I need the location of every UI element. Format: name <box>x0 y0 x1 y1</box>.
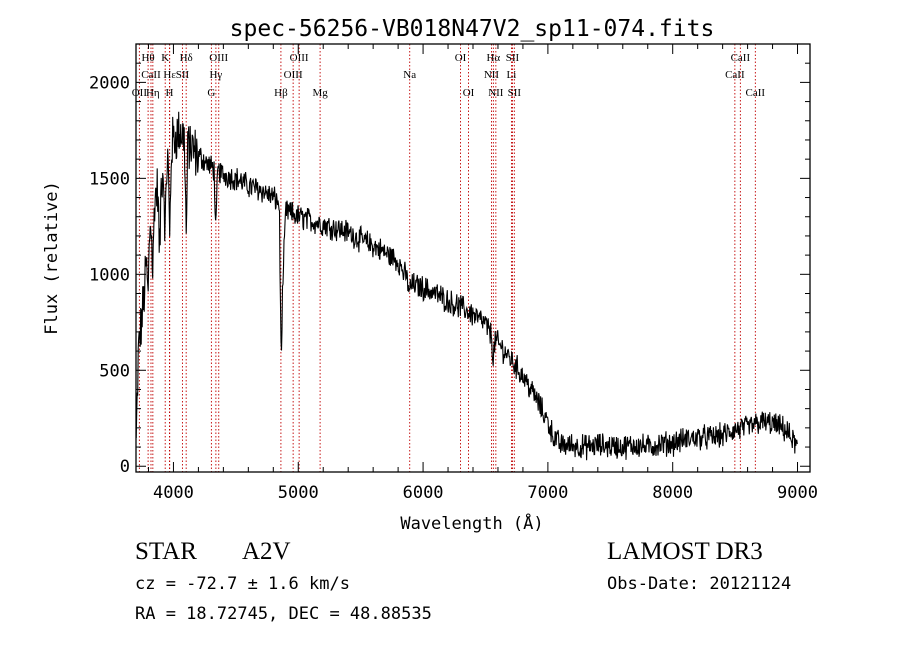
spectral-line-label: OI <box>455 52 467 64</box>
plot-frame <box>135 43 811 473</box>
x-tick-label: 9000 <box>777 483 818 503</box>
x-tick-label: 7000 <box>527 483 568 503</box>
spectral-line-label: CaII <box>141 69 161 81</box>
spectral-line-label: Na <box>403 69 416 81</box>
spectral-line-label: H <box>165 87 173 99</box>
spectral-line-label: OIII <box>209 52 228 64</box>
y-tick-label: 1000 <box>89 265 130 285</box>
spectral-line-label: Li <box>507 69 517 81</box>
spectral-line-label: OIII <box>290 52 309 64</box>
redshift-text: cz = -72.7 ± 1.6 km/s <box>135 574 350 594</box>
object-subclass: A2V <box>242 538 291 565</box>
spectral-line-label: Hγ <box>209 69 222 81</box>
spectrum-series-line <box>135 111 798 461</box>
spectral-line-label: SII <box>176 69 190 81</box>
axis-ticks: 4000 5000 6000 7000 8000 9000 0 500 1000 1500 2000 <box>89 44 818 503</box>
chart-title: spec-56256-VB018N47V2_sp11-074.fits <box>230 16 715 42</box>
coordinates-text: RA = 18.72745, DEC = 48.88535 <box>135 604 432 624</box>
spectral-line-label: Hε <box>163 69 176 81</box>
spectral-line-label: SII <box>506 52 520 64</box>
y-tick-label: 1500 <box>89 169 130 189</box>
spectral-line-label: CaII <box>731 52 751 64</box>
survey-name: LAMOST DR3 <box>607 538 763 565</box>
y-tick-label: 0 <box>120 457 130 477</box>
object-class: STAR <box>135 538 197 565</box>
x-axis-label: Wavelength (Å) <box>400 512 543 534</box>
y-tick-label: 500 <box>99 361 130 381</box>
spectral-line-label: K <box>161 52 169 64</box>
spectral-line-labels: OIIHθHηCaIIKHHεHδSIIGHγOIIIHβOIIIOIIIMgN… <box>132 52 766 99</box>
spectral-line-label: OIII <box>284 69 303 81</box>
spectral-line-markers <box>138 44 756 472</box>
y-tick-label: 2000 <box>89 73 130 93</box>
spectral-line-label: G <box>207 87 215 99</box>
spectral-line-label: NII <box>488 87 504 99</box>
spectral-line-label: CaII <box>725 69 745 81</box>
x-tick-label: 5000 <box>278 483 319 503</box>
x-tick-label: 8000 <box>652 483 693 503</box>
spectral-line-label: CaII <box>746 87 766 99</box>
obs-date: Obs-Date: 20121124 <box>607 574 792 594</box>
x-tick-label: 6000 <box>403 483 444 503</box>
spectral-line-label: Hα <box>486 52 500 64</box>
spectral-line-label: OII <box>132 87 148 99</box>
spectral-line-label: OI <box>463 87 475 99</box>
y-axis-label: Flux (relative) <box>42 181 62 335</box>
spectral-line-label: SII <box>508 87 522 99</box>
spectral-line-label: Hβ <box>274 87 288 99</box>
spectral-line-label: Hθ <box>141 52 154 64</box>
spectral-line-label: NII <box>484 69 500 81</box>
x-tick-label: 4000 <box>153 483 194 503</box>
spectral-line-label: Hη <box>146 87 160 99</box>
spectral-line-label: Hδ <box>180 52 193 64</box>
spectral-line-label: Mg <box>312 87 328 99</box>
